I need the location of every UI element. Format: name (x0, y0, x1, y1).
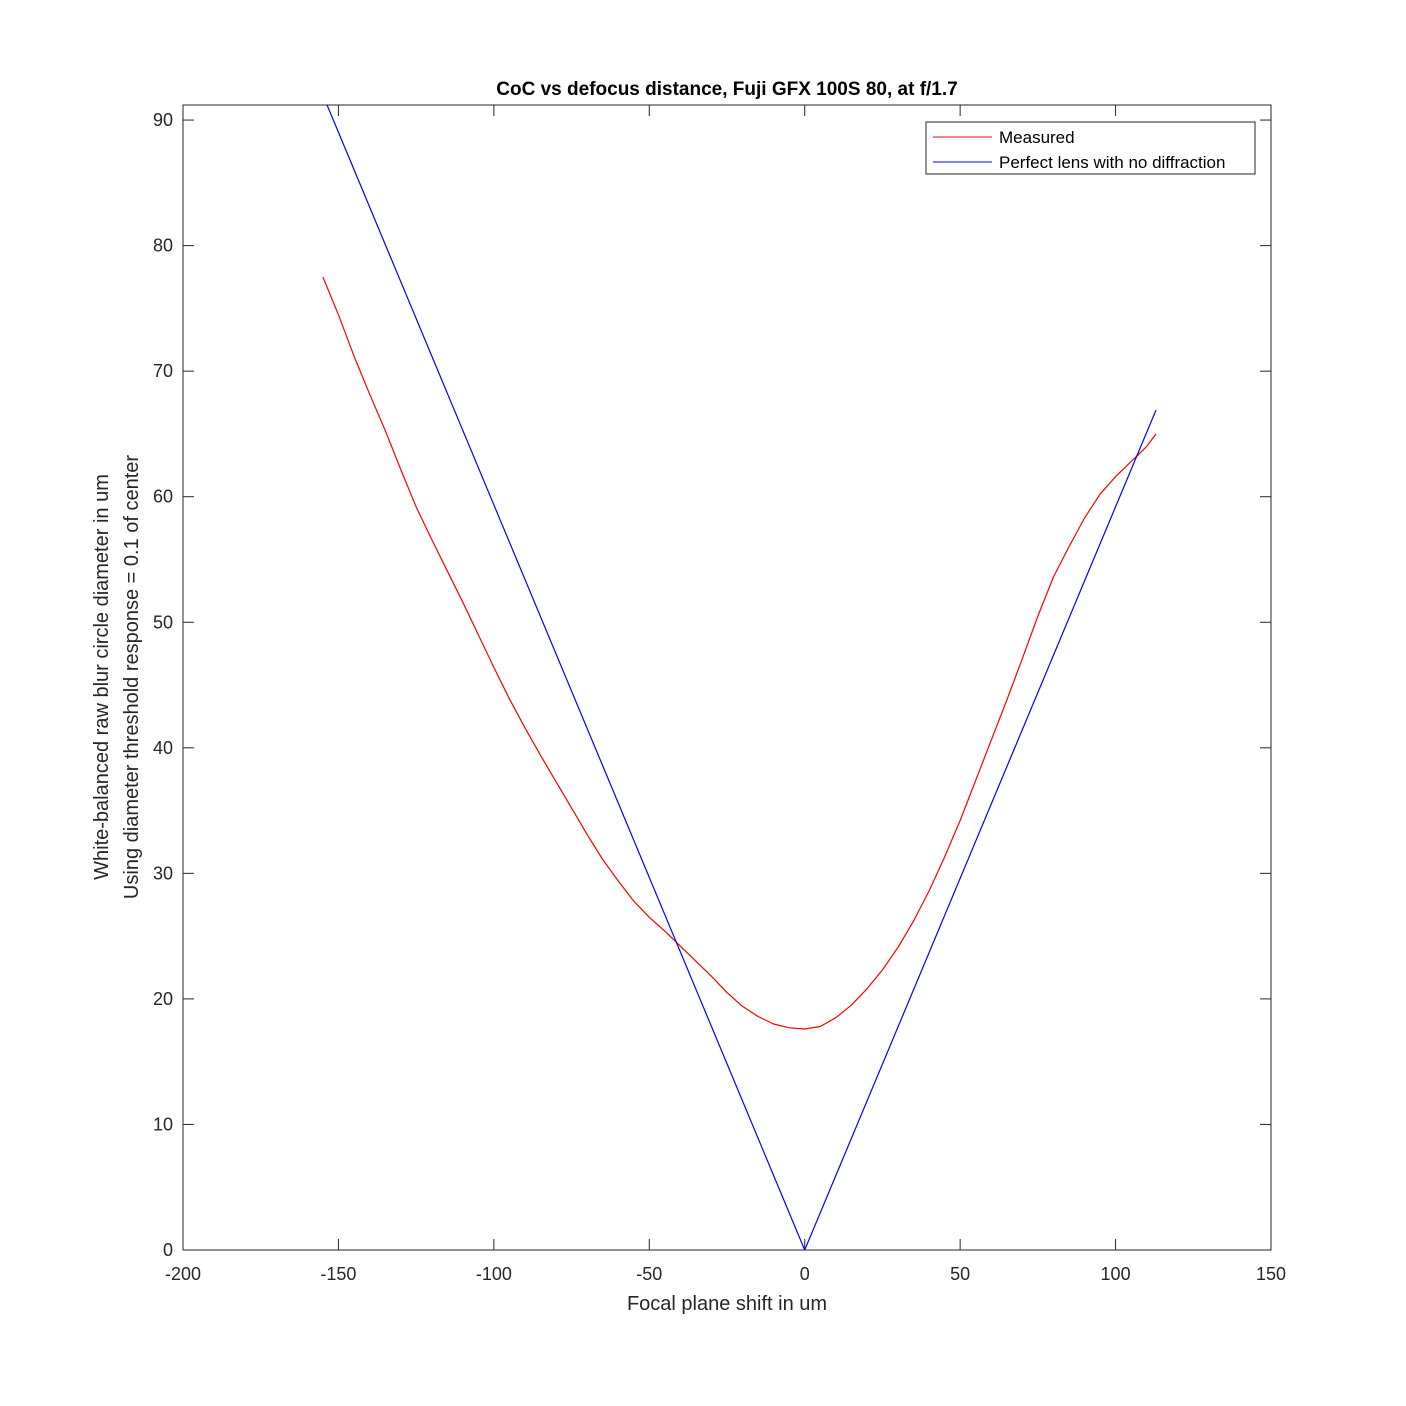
legend: Measured Perfect lens with no diffractio… (925, 121, 1256, 175)
x-tick-label: 150 (1256, 1264, 1286, 1284)
y-axis-label-line-1: White-balanced raw blur circle diameter … (91, 474, 113, 880)
chart-title: CoC vs defocus distance, Fuji GFX 100S 8… (496, 79, 957, 100)
x-tick-label: -200 (165, 1264, 201, 1284)
y-tick-label: 60 (153, 487, 173, 507)
y-tick-label: 80 (153, 236, 173, 256)
x-tick-label: 50 (950, 1264, 970, 1284)
x-tick-label: -50 (636, 1264, 662, 1284)
x-tick-label: 100 (1101, 1264, 1131, 1284)
series-line-0 (322, 276, 1157, 1030)
x-axis-label: Focal plane shift in um (627, 1293, 827, 1315)
y-tick-label: 90 (153, 110, 173, 130)
plot-area (182, 104, 1272, 1251)
y-tick-label: 30 (153, 863, 173, 883)
series-line-1 (326, 105, 1157, 1250)
y-tick-label: 40 (153, 738, 173, 758)
y-tick-label: 10 (153, 1114, 173, 1134)
legend-label-measured: Measured (999, 128, 1075, 147)
y-tick-label: 70 (153, 361, 173, 381)
x-tick-label: -150 (320, 1264, 356, 1284)
series-layer (322, 105, 1157, 1250)
y-axis-ticks: 0 10 20 30 40 50 60 70 80 90 (153, 110, 1271, 1260)
x-axis-ticks: -200 -150 -100 -50 0 50 100 150 (165, 105, 1286, 1284)
y-tick-label: 50 (153, 612, 173, 632)
y-axis-label-line-2: Using diameter threshold response = 0.1 … (121, 455, 143, 899)
x-tick-label: 0 (800, 1264, 810, 1284)
y-tick-label: 20 (153, 989, 173, 1009)
legend-label-perfect-lens: Perfect lens with no diffraction (999, 153, 1225, 172)
x-tick-label: -100 (476, 1264, 512, 1284)
y-tick-label: 0 (163, 1240, 173, 1260)
legend-box (925, 121, 1256, 175)
